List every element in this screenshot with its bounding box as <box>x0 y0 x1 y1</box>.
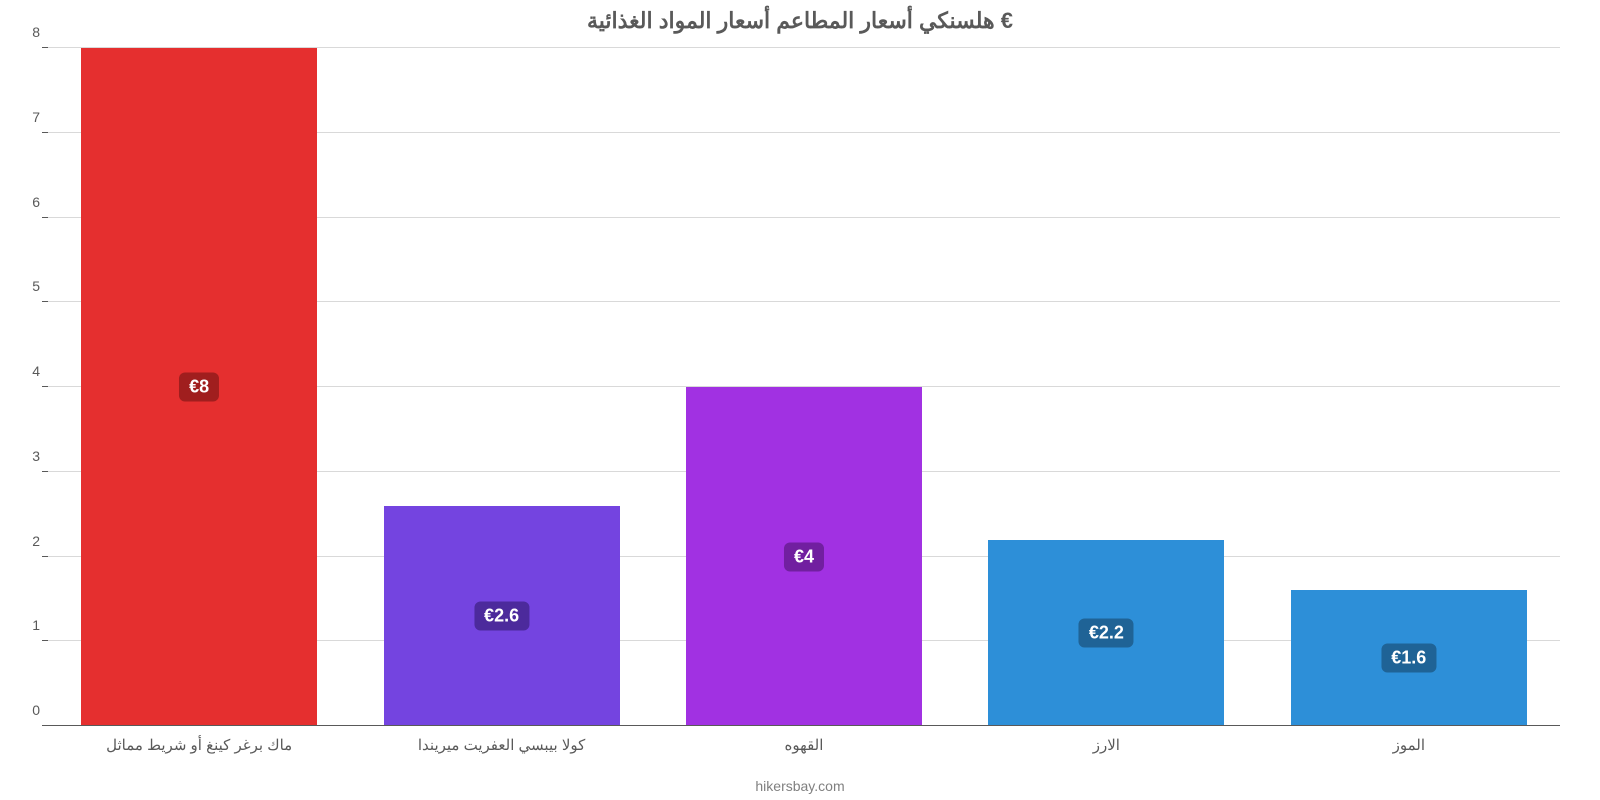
bar-value-label: €2.2 <box>1079 618 1134 647</box>
price-bar-chart: هلسنكي أسعار المطاعم أسعار المواد الغذائ… <box>0 0 1600 800</box>
chart-title: هلسنكي أسعار المطاعم أسعار المواد الغذائ… <box>0 8 1600 34</box>
bar-value-label: €8 <box>179 373 219 402</box>
ytick-label: 6 <box>0 194 40 210</box>
x-axis-baseline <box>48 725 1560 726</box>
ytick-label: 1 <box>0 617 40 633</box>
bar-slot: €4القهوه <box>686 48 922 726</box>
ytick-label: 3 <box>0 448 40 464</box>
bar-value-label: €4 <box>784 542 824 571</box>
x-category-label: كولا بيبسي العفريت ميريندا <box>418 726 585 754</box>
x-category-label: الموز <box>1393 726 1425 754</box>
x-category-label: القهوه <box>785 726 824 754</box>
ytick-label: 7 <box>0 109 40 125</box>
ytick-label: 4 <box>0 363 40 379</box>
ytick-label: 0 <box>0 702 40 718</box>
ytick-label: 5 <box>0 278 40 294</box>
bar-slot: €8ماك برغر كينغ أو شريط مماثل <box>81 48 317 726</box>
ytick-label: 2 <box>0 533 40 549</box>
chart-subtitle: hikersbay.com <box>0 778 1600 794</box>
bars-layer: €8ماك برغر كينغ أو شريط مماثل €2.6كولا بي… <box>48 48 1560 726</box>
bar-slot: €1.6الموز <box>1291 48 1527 726</box>
bar-slot: €2.2الارز <box>988 48 1224 726</box>
bar-slot: €2.6كولا بيبسي العفريت ميريندا <box>384 48 620 726</box>
plot-area: 012345678 €8ماك برغر كينغ أو شريط مماثل€… <box>48 48 1560 726</box>
ytick-label: 8 <box>0 24 40 40</box>
bar-value-label: €1.6 <box>1381 644 1436 673</box>
x-category-label: ماك برغر كينغ أو شريط مماثل <box>106 726 292 754</box>
bar-value-label: €2.6 <box>474 601 529 630</box>
x-category-label: الارز <box>1093 726 1120 754</box>
